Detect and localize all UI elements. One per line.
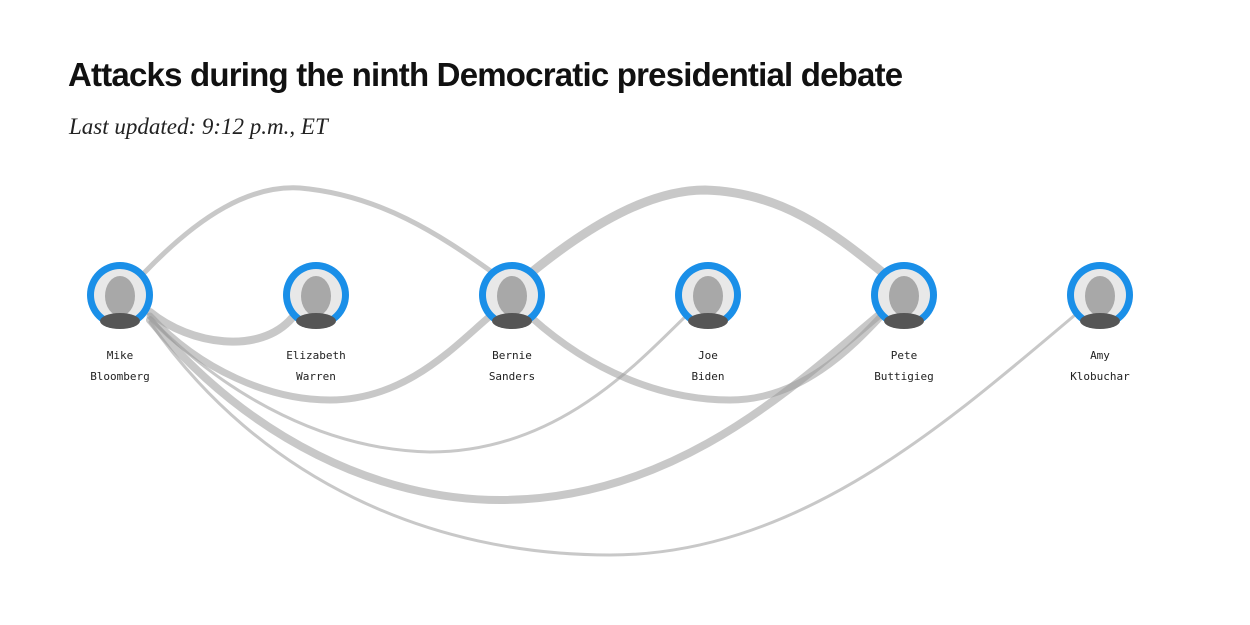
attack-arcs (142, 185, 1077, 557)
node-last-name: Buttigieg (874, 370, 934, 383)
arc (146, 308, 499, 404)
arc (148, 313, 1077, 557)
arc (528, 308, 889, 404)
portrait-shoulders (296, 313, 336, 329)
node-last-name: Warren (296, 370, 336, 383)
arc (146, 308, 296, 346)
node-last-name: Sanders (489, 370, 535, 383)
portrait-face (105, 276, 135, 316)
node-first-name: Joe (698, 349, 718, 362)
portrait-face (1085, 276, 1115, 316)
node-first-name: Amy (1090, 349, 1110, 362)
portrait-face (693, 276, 723, 316)
node-first-name: Elizabeth (286, 349, 346, 362)
arc (142, 185, 495, 275)
node: Mike Bloomberg (87, 262, 153, 383)
node: Joe Biden (675, 262, 741, 383)
node: Bernie Sanders (479, 262, 545, 383)
node-last-name: Bloomberg (90, 370, 150, 383)
portrait-face (889, 276, 919, 316)
nodes: Mike Bloomberg Elizabeth Warren Bernie Sander… (87, 262, 1133, 383)
node-first-name: Bernie (492, 349, 532, 362)
portrait-face (497, 276, 527, 316)
title: Attacks during the ninth Democratic pres… (68, 56, 903, 93)
node: Amy Klobuchar (1067, 262, 1133, 383)
node-first-name: Pete (891, 349, 918, 362)
portrait-face (301, 276, 331, 316)
portrait-shoulders (884, 313, 924, 329)
portrait-shoulders (688, 313, 728, 329)
portrait-shoulders (100, 313, 140, 329)
node-last-name: Biden (691, 370, 724, 383)
node: Elizabeth Warren (283, 262, 349, 383)
node: Pete Buttigieg (871, 262, 937, 383)
arc (527, 185, 887, 277)
subtitle: Last updated: 9:12 p.m., ET (69, 114, 328, 139)
node-last-name: Klobuchar (1070, 370, 1130, 383)
arc (148, 310, 692, 454)
portrait-shoulders (1080, 313, 1120, 329)
node-first-name: Mike (107, 349, 134, 362)
portrait-shoulders (492, 313, 532, 329)
